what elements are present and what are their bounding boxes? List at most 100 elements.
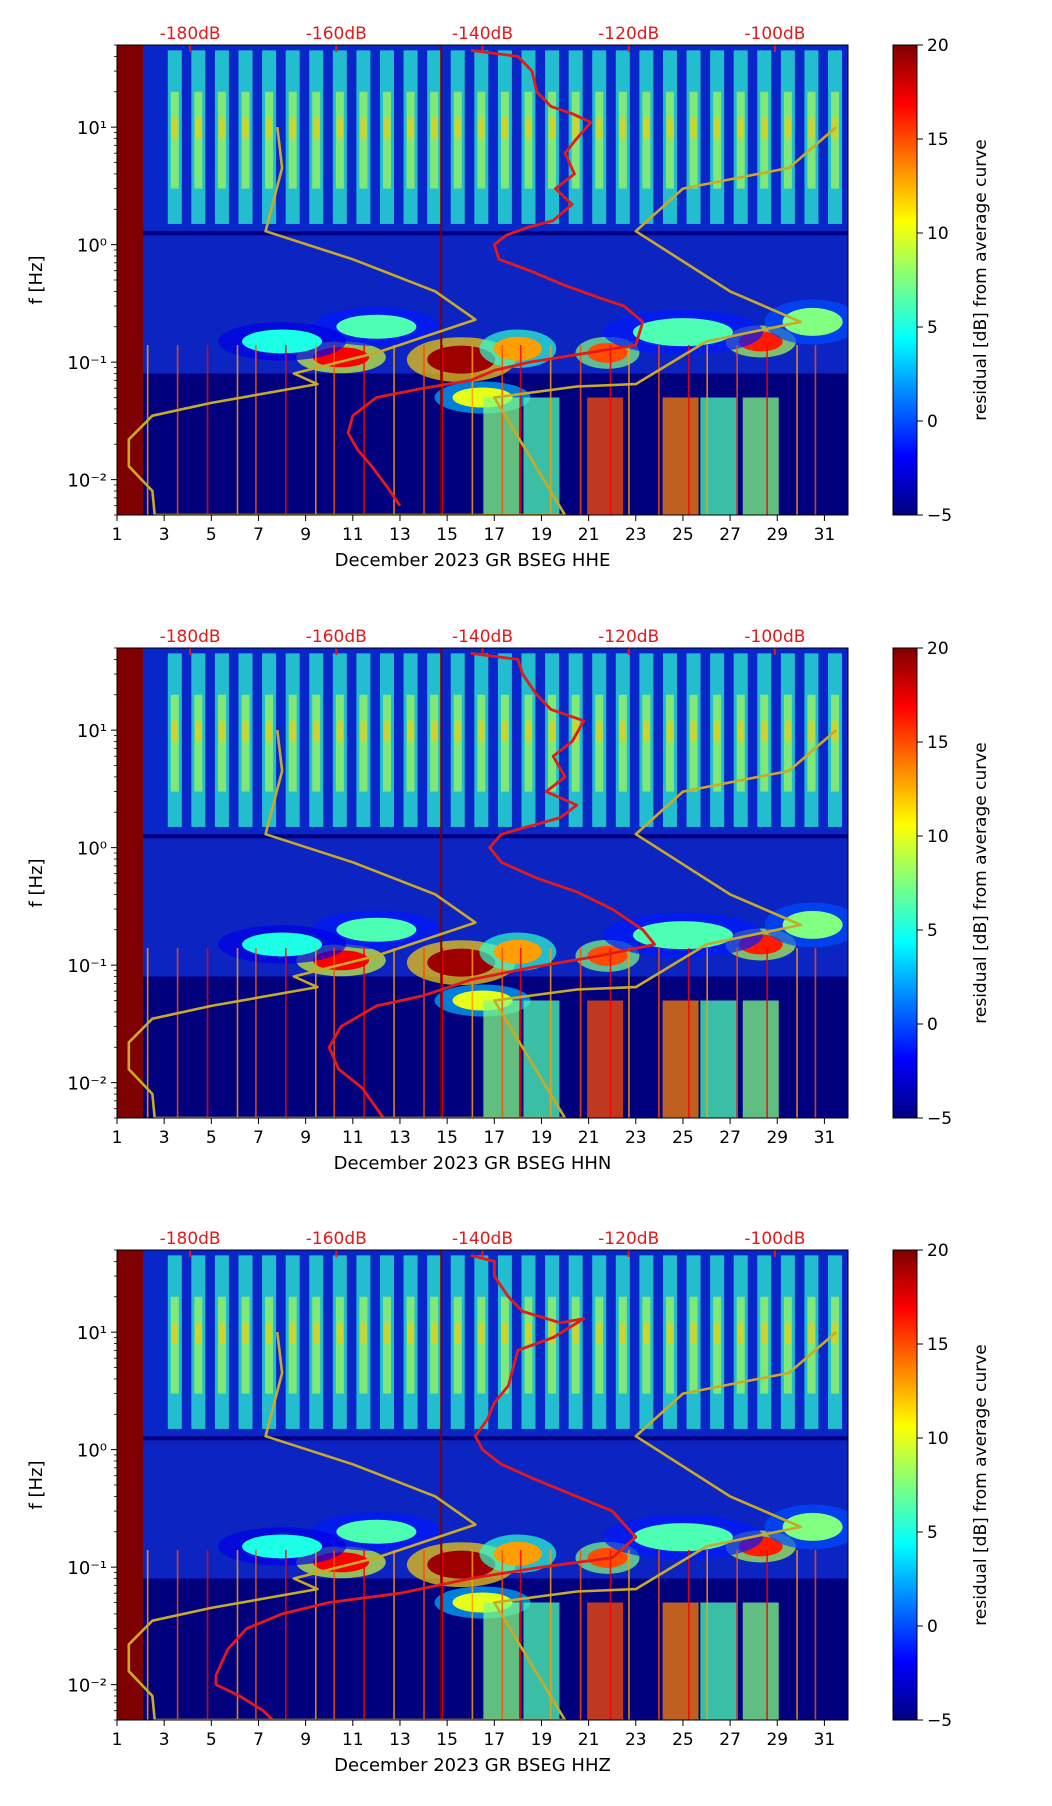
spectrogram-stripe	[359, 91, 368, 189]
spectrogram-stripe	[218, 1322, 225, 1344]
spectrogram-stripe	[525, 720, 532, 742]
spectrogram-column	[742, 397, 779, 515]
x-tick-label: 25	[672, 525, 694, 545]
x-tick-label: 31	[814, 525, 836, 545]
spectrogram-stripe	[194, 91, 203, 189]
spectrogram-column	[700, 1602, 737, 1720]
spectrogram-stripe	[690, 117, 697, 139]
spectrogram-stripe	[665, 1296, 674, 1394]
model-curve	[127, 729, 838, 1118]
spectrogram-stripe	[383, 720, 390, 742]
spectrogram-stripe	[524, 91, 533, 189]
spectrogram-stripe	[407, 1322, 414, 1344]
panel-1: 1 3 5 7 9 11 13 15 17 19 21 23 25 27 29 3110⁻²10⁻¹10⁰10…	[26, 24, 991, 571]
spectrogram-stripe	[335, 694, 344, 792]
spectrogram-stripe	[714, 1322, 721, 1344]
spectrogram-stripe	[382, 694, 391, 792]
spectrogram-stripe	[383, 117, 390, 139]
spectrogram-stripe	[714, 720, 721, 742]
colorbar: 20 15 10 5 0 −5 residual [dB] from average cur…	[892, 639, 991, 1129]
spectrogram-stripe	[596, 720, 603, 742]
spectrogram-blob	[782, 910, 843, 939]
spectrogram-stripe	[194, 694, 203, 792]
x-tick-label: 5	[206, 1128, 217, 1148]
spectrogram-stripe	[360, 720, 367, 742]
top-axis-label: -140dB	[452, 1229, 513, 1249]
spectrogram-stripe	[737, 1322, 744, 1344]
spectrogram-stripe	[335, 1296, 344, 1394]
spectrogram-column	[587, 1000, 624, 1118]
spectrogram-stripe	[501, 1322, 508, 1344]
spectrogram-stripe	[241, 694, 250, 792]
spectrogram-stripe	[478, 720, 485, 742]
x-tick-label: 15	[436, 1730, 458, 1750]
colorbar-label: residual [dB] from average curve	[971, 139, 991, 420]
y-axis-label: f [Hz]	[26, 858, 47, 907]
y-tick-label: 10⁰	[77, 236, 107, 257]
panel-2: 1 3 5 7 9 11 13 15 17 19 21 23 25 27 29 3110⁻²10⁻¹10⁰10…	[26, 627, 991, 1174]
spectrogram-stripe	[477, 91, 486, 189]
spectrogram-stripe	[642, 1296, 651, 1394]
spectrogram-stripe	[665, 694, 674, 792]
colorbar-bar	[892, 1249, 918, 1721]
spectrogram-column	[587, 1602, 624, 1720]
spectrogram-blob	[427, 345, 496, 374]
y-axis-label: f [Hz]	[26, 255, 47, 304]
spectrogram-stripe	[406, 91, 415, 189]
top-axis-label: -100dB	[744, 1229, 805, 1249]
panel-3: 1 3 5 7 9 11 13 15 17 19 21 23 25 27 29 3110⁻²10⁻¹10⁰10…	[26, 1229, 991, 1776]
y-tick-label: 10¹	[77, 1323, 107, 1344]
spectrogram-stripe	[241, 1296, 250, 1394]
spectrogram-stripe	[525, 117, 532, 139]
model-curve	[127, 1331, 838, 1720]
y-tick-label: 10⁻²	[67, 1676, 107, 1697]
spectrogram-stripe	[572, 720, 579, 742]
x-tick-label: 9	[300, 1730, 311, 1750]
spectrogram	[117, 45, 848, 515]
colorbar-label: residual [dB] from average curve	[971, 742, 991, 1023]
spectrogram-stripe	[313, 1322, 320, 1344]
x-tick-label: 3	[159, 525, 170, 545]
spectrogram-stripe	[171, 1322, 178, 1344]
x-tick-label: 9	[300, 525, 311, 545]
colorbar-tick-label: 5	[927, 318, 938, 338]
spectrogram-stripe	[242, 1322, 249, 1344]
colorbar-tick-label: 0	[927, 1617, 938, 1637]
spectrogram-stripe	[736, 694, 745, 792]
spectrogram-stripe	[665, 91, 674, 189]
spectrogram-stripe	[336, 1322, 343, 1344]
spectrogram-stripe	[783, 91, 792, 189]
spectrogram-stripe	[170, 694, 179, 792]
spectrogram-stripe	[171, 117, 178, 139]
x-tick-label: 7	[253, 1730, 264, 1750]
spectrogram-stripe	[619, 720, 626, 742]
colorbar-tick-label: 0	[927, 412, 938, 432]
spectrogram-stripe	[689, 91, 698, 189]
top-axis-label: -180dB	[160, 24, 221, 44]
spectrogram-stripe	[195, 117, 202, 139]
spectrogram-stripe	[336, 117, 343, 139]
x-tick-label: 17	[483, 1128, 505, 1148]
spectrogram-stripe	[548, 694, 557, 792]
spectrogram-stripe	[383, 1322, 390, 1344]
y-tick-label: 10⁻²	[67, 1074, 107, 1095]
spectrogram-blob	[493, 939, 542, 964]
spectrogram-stripe	[808, 117, 815, 139]
colorbar-tick-label: 5	[927, 1523, 938, 1543]
spectrogram-stripe	[807, 694, 816, 792]
spectrogram-stripe	[407, 720, 414, 742]
y-tick-label: 10¹	[77, 118, 107, 139]
spectrogram-stripe	[477, 1296, 486, 1394]
spectrogram-stripe	[266, 1322, 273, 1344]
x-axis-label: December 2023 GR BSEG HHN	[334, 1153, 612, 1174]
spectrogram-column	[662, 1000, 699, 1118]
spectrogram-column	[700, 397, 737, 515]
spectrogram-stripe	[524, 694, 533, 792]
spectrogram-blob	[427, 948, 496, 977]
x-tick-label: 11	[342, 1128, 364, 1148]
x-axis-label: December 2023 GR BSEG HHZ	[334, 1755, 611, 1776]
spectrogram-stripe	[406, 1296, 415, 1394]
x-tick-label: 19	[531, 525, 553, 545]
spectrogram-stripe	[500, 694, 509, 792]
colorbar: 20 15 10 5 0 −5 residual [dB] from average cur…	[892, 36, 991, 526]
